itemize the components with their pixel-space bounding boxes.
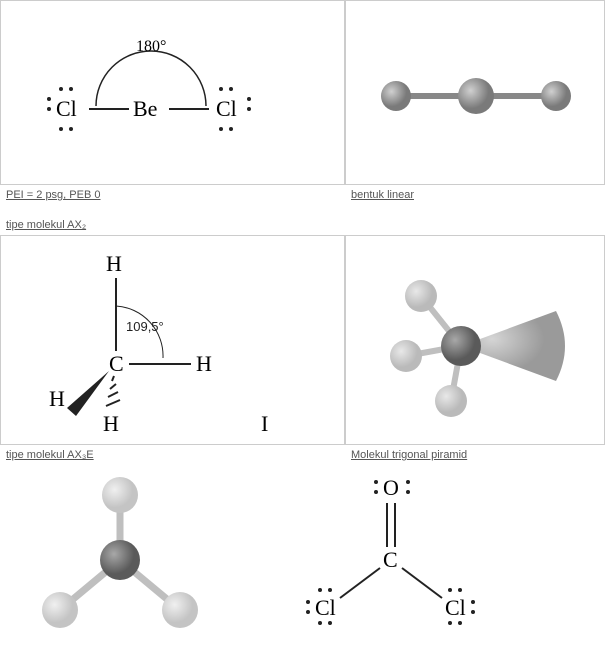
becl2-lewis-svg: 180° Cl Be Cl <box>1 1 346 186</box>
h-bl: H <box>49 386 65 411</box>
becl2-lewis-cell: 180° Cl Be Cl <box>0 0 345 185</box>
angle-109-label: 109,5° <box>126 319 164 334</box>
cl-right-bottom: Cl <box>445 595 466 620</box>
ch-lewis-svg: C H 109,5° H H H I <box>1 236 346 446</box>
tipe-ax2: tipe molekul AX₂ <box>0 215 605 235</box>
trigonal-planar-svg <box>0 465 250 645</box>
trigonal-planar-model <box>0 465 250 645</box>
cl-left-bottom: Cl <box>315 595 336 620</box>
h-bottom: H <box>103 411 119 436</box>
bar-i: I <box>261 411 268 436</box>
c-center-label: C <box>383 547 398 572</box>
caption-ax3e: tipe molekul AX₃E <box>0 445 345 465</box>
caption-trigonal: Molekul trigonal piramid <box>345 445 605 465</box>
cocl2-lewis: O C Cl Cl <box>270 465 520 645</box>
h-top: H <box>106 251 122 276</box>
trigonal-pyramid-svg <box>346 236 605 446</box>
be-label: Be <box>133 96 157 121</box>
caption-bentuk-linear: bentuk linear <box>345 185 605 205</box>
h-right: H <box>196 351 212 376</box>
ch-lewis-cell: C H 109,5° H H H I <box>0 235 345 445</box>
o-label: O <box>383 475 399 500</box>
angle-180-label: 180° <box>136 38 166 55</box>
cl-right-label: Cl <box>216 96 237 121</box>
cl-left-label: Cl <box>56 96 77 121</box>
trigonal-pyramid-cell <box>345 235 605 445</box>
linear-model-cell <box>345 0 605 185</box>
cocl2-lewis-svg: O C Cl Cl <box>270 465 520 645</box>
linear-model-svg <box>346 1 605 186</box>
caption-pei: PEI = 2 psg, PEB 0 <box>0 185 345 205</box>
c-label: C <box>109 351 124 376</box>
